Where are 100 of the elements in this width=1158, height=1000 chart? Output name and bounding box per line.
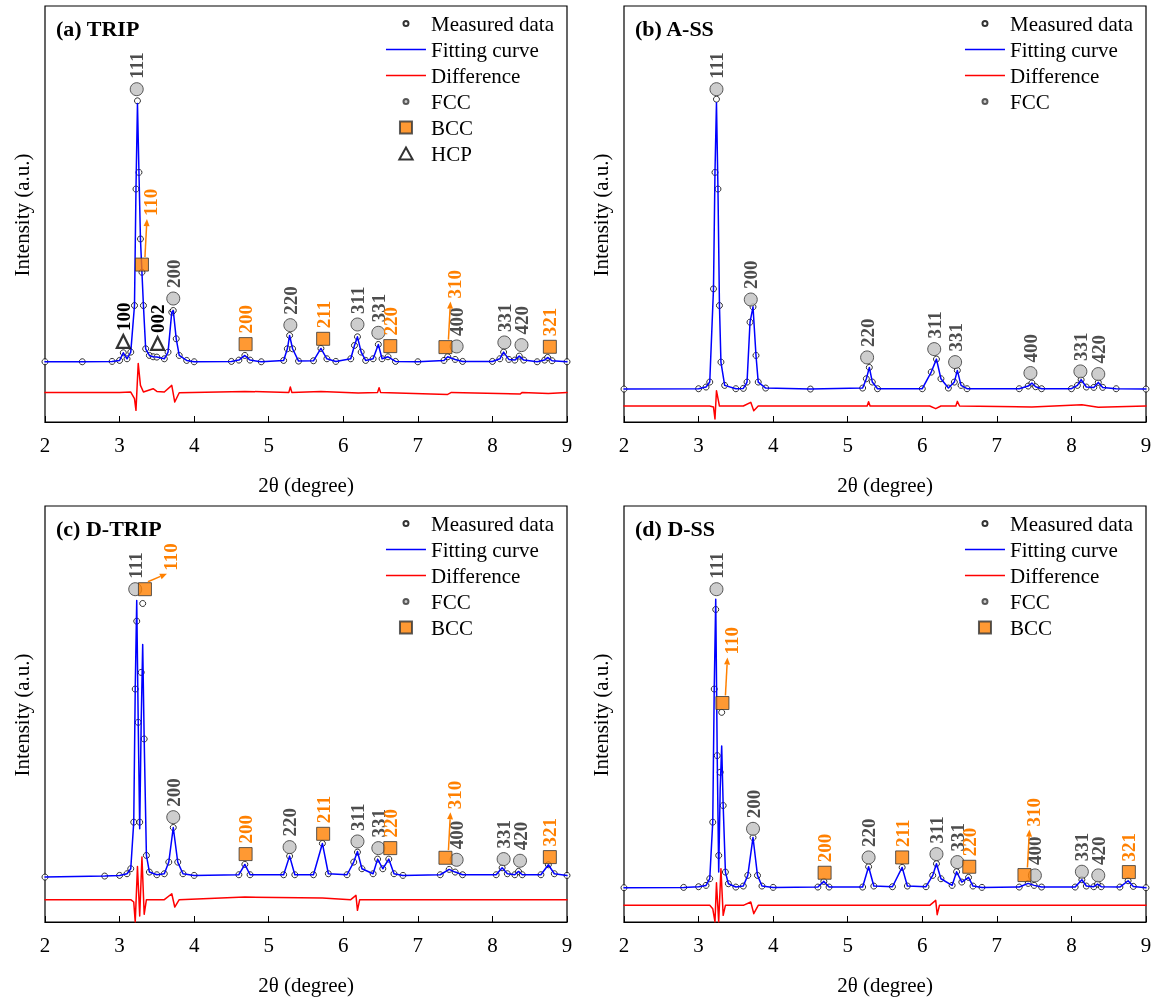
- annotation: 220: [858, 818, 880, 847]
- x-axis-title: 2θ (degree): [837, 972, 933, 997]
- annotation: 110: [140, 188, 162, 217]
- x-tick-label: 5: [842, 432, 853, 457]
- x-tick-label: 2: [39, 932, 51, 957]
- y-axis-title: Intensity (a.u.): [589, 153, 613, 277]
- x-tick-label: 7: [412, 432, 424, 457]
- x-tick-label: 8: [1066, 932, 1077, 957]
- annotation: 400: [446, 820, 468, 850]
- annotation: 200: [742, 789, 764, 819]
- annotation: 200: [235, 815, 257, 844]
- x-tick-label: 3: [693, 932, 704, 957]
- annotation: 311: [346, 803, 368, 831]
- x-tick-label: 9: [1140, 932, 1152, 957]
- legend-label: Fitting curve: [430, 37, 539, 62]
- legend-label: Measured data: [430, 11, 555, 36]
- annotation: 200: [814, 833, 836, 863]
- y-axis-title: Intensity (a.u.): [589, 653, 613, 777]
- annotation: 200: [162, 778, 184, 807]
- x-tick-label: 2: [618, 432, 630, 457]
- chart-title: (c) D-TRIP: [56, 515, 162, 541]
- x-axis-title: 2θ (degree): [258, 472, 354, 497]
- legend-label: Fitting curve: [1009, 537, 1118, 562]
- x-tick-label: 4: [188, 932, 200, 957]
- legend-label: Measured data: [430, 511, 555, 536]
- y-axis-title: Intensity (a.u.): [10, 153, 34, 277]
- annotation: 311: [925, 816, 947, 844]
- x-tick-label: 4: [188, 432, 200, 457]
- annotation: 220: [279, 286, 301, 315]
- x-tick-label: 2: [39, 432, 51, 457]
- x-tick-label: 5: [842, 932, 853, 957]
- annotation: 400: [1019, 334, 1041, 363]
- legend-label: Measured data: [1009, 511, 1134, 536]
- annotation: 211: [891, 819, 913, 847]
- annotation: 310: [1022, 798, 1044, 827]
- annotation: 200: [740, 260, 762, 290]
- legend-label: Difference: [1009, 63, 1100, 88]
- legend-label: FCC: [430, 589, 471, 614]
- x-tick-label: 7: [991, 432, 1003, 457]
- x-tick-label: 6: [338, 432, 349, 457]
- legend-label: Difference: [430, 63, 521, 88]
- x-tick-label: 8: [487, 932, 498, 957]
- legend-label: FCC: [1009, 89, 1050, 114]
- annotation: 321: [1118, 833, 1140, 862]
- annotation: 211: [312, 300, 334, 329]
- x-tick-label: 9: [561, 932, 573, 957]
- chart-title: (d) D-SS: [635, 515, 716, 541]
- x-tick-label: 7: [412, 932, 424, 957]
- annotation: 321: [539, 307, 561, 337]
- legend-label: Difference: [430, 563, 521, 588]
- legend-label: Fitting curve: [1009, 37, 1118, 62]
- annotation: 400: [1024, 836, 1046, 865]
- x-tick-label: 9: [1140, 432, 1152, 457]
- x-tick-label: 6: [338, 932, 349, 957]
- x-tick-label: 8: [1066, 432, 1077, 457]
- annotation: 111: [705, 552, 727, 579]
- x-tick-label: 4: [767, 932, 779, 957]
- x-tick-label: 5: [263, 932, 274, 957]
- annotation: 110: [720, 627, 742, 655]
- annotation: 311: [923, 311, 945, 339]
- x-tick-label: 6: [917, 932, 928, 957]
- annotation: 331: [944, 323, 966, 352]
- x-tick-label: 5: [263, 432, 274, 457]
- legend-label: Difference: [1009, 563, 1100, 588]
- x-axis-title: 2θ (degree): [258, 972, 354, 997]
- legend-label: Measured data: [1009, 11, 1134, 36]
- legend-label: BCC: [1009, 615, 1052, 640]
- annotation: 310: [443, 270, 465, 299]
- annotation: 220: [279, 808, 301, 837]
- x-tick-label: 4: [767, 432, 779, 457]
- x-tick-label: 3: [114, 432, 125, 457]
- x-tick-label: 2: [618, 932, 630, 957]
- annotation: 100: [112, 302, 134, 331]
- legend-label: HCP: [430, 141, 472, 166]
- annotation: 111: [126, 52, 148, 79]
- x-tick-label: 6: [917, 432, 928, 457]
- annotation: 211: [312, 795, 334, 824]
- x-tick-label: 3: [114, 932, 125, 957]
- annotation: 200: [235, 305, 257, 334]
- chart-title: (b) A-SS: [635, 15, 714, 41]
- annotation: 310: [443, 780, 465, 810]
- x-axis-title: 2θ (degree): [837, 472, 933, 497]
- x-tick-label: 9: [561, 432, 573, 457]
- y-axis-title: Intensity (a.u.): [10, 653, 34, 777]
- legend-label: Fitting curve: [430, 537, 539, 562]
- annotation: 311: [346, 286, 368, 314]
- annotation: 002: [147, 304, 169, 333]
- legend-label: BCC: [430, 615, 473, 640]
- chart-title: (a) TRIP: [56, 15, 140, 41]
- legend-label: FCC: [1009, 589, 1050, 614]
- annotation: 220: [856, 318, 878, 347]
- annotation: 111: [124, 552, 146, 579]
- legend-label: FCC: [430, 89, 471, 114]
- x-tick-label: 8: [487, 432, 498, 457]
- legend-label: BCC: [430, 115, 473, 140]
- annotation: 321: [539, 818, 561, 847]
- annotation: 400: [446, 307, 468, 336]
- annotation: 200: [162, 259, 184, 289]
- x-tick-label: 7: [991, 932, 1003, 957]
- x-tick-label: 3: [693, 432, 704, 457]
